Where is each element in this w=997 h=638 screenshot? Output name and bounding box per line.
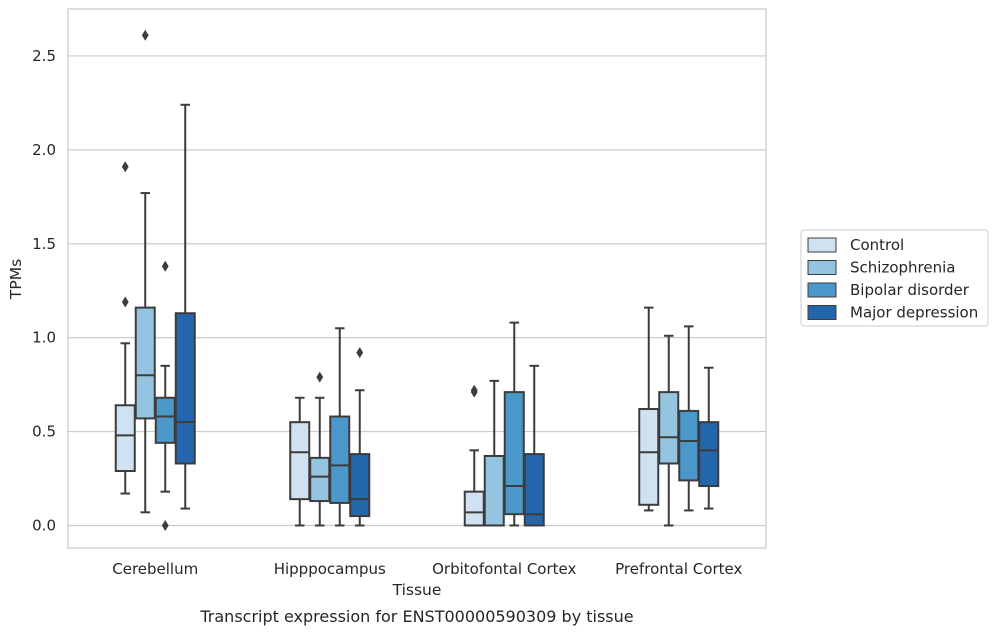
- chart-caption: Transcript expression for ENST0000059030…: [199, 607, 633, 626]
- outlier-point: [356, 347, 364, 359]
- box-body: [134, 306, 156, 420]
- box-body: [309, 456, 331, 503]
- x-tick-label: Cerebellum: [112, 560, 198, 578]
- legend-swatch: [807, 237, 837, 253]
- x-axis-ticks: Cerebellum Hipppocampus Orbitofontal Corte…: [112, 560, 742, 578]
- box-major-depression: [174, 103, 196, 510]
- box-bipolar-disorder: [154, 260, 176, 531]
- box-bipolar-disorder: [503, 321, 525, 527]
- box-body: [638, 408, 660, 506]
- box-control: [114, 161, 136, 495]
- legend-label: Schizophrenia: [850, 259, 955, 277]
- box-body: [154, 396, 176, 444]
- legend-swatch: [807, 305, 837, 320]
- y-tick-label: 1.0: [32, 329, 56, 347]
- legend-swatch: [807, 260, 837, 275]
- box-body: [174, 312, 196, 465]
- box-body: [503, 391, 525, 516]
- legend-label: Control: [850, 236, 904, 254]
- outlier-point: [121, 296, 129, 308]
- y-tick-label: 0.5: [32, 423, 56, 441]
- x-tick-label: Prefrontal Cortex: [615, 560, 742, 578]
- legend-frame: [800, 229, 989, 327]
- box-major-depression: [349, 347, 371, 527]
- outlier-point: [161, 260, 169, 272]
- box-body: [698, 421, 720, 488]
- box-body: [483, 454, 505, 527]
- box-body: [329, 415, 351, 504]
- outlier-point: [470, 384, 478, 396]
- x-tick-label: Orbitofontal Cortex: [432, 560, 576, 578]
- outlier-point: [161, 519, 169, 531]
- outlier-point: [316, 371, 324, 383]
- outlier-point: [121, 161, 129, 173]
- box-bipolar-disorder: [329, 327, 351, 527]
- box-body: [658, 391, 680, 465]
- y-axis-ticks: 0.0 0.5 1.0 1.5 2.0 2.5: [32, 47, 56, 535]
- y-tick-label: 0.0: [32, 516, 56, 534]
- box-body: [678, 409, 700, 482]
- box-major-depression: [523, 364, 545, 527]
- x-tick-label: Hipppocampus: [274, 560, 386, 578]
- y-axis-title: TPMs: [7, 259, 25, 300]
- box-body: [463, 490, 485, 527]
- y-tick-label: 2.5: [32, 47, 56, 65]
- box-groups: [114, 29, 720, 531]
- box-body: [523, 453, 545, 527]
- legend-label: Major depression: [850, 304, 978, 322]
- box-major-depression: [698, 366, 720, 510]
- box-control: [289, 396, 311, 527]
- box-schizophrenia: [134, 29, 156, 514]
- box-body: [114, 404, 136, 472]
- plot-background: [67, 8, 767, 549]
- x-axis-title: Tissue: [392, 581, 442, 599]
- box-schizophrenia: [658, 334, 680, 527]
- y-tick-label: 2.0: [32, 141, 56, 159]
- legend-swatch: [807, 282, 837, 298]
- outlier-point: [141, 29, 149, 41]
- box-body: [289, 421, 311, 501]
- legend-label: Bipolar disorder: [850, 281, 970, 299]
- box-body: [349, 453, 371, 518]
- y-tick-label: 1.5: [32, 235, 56, 253]
- legend: Control Schizophrenia Bipolar disorder Majo…: [800, 229, 989, 327]
- box-schizophrenia: [309, 371, 331, 527]
